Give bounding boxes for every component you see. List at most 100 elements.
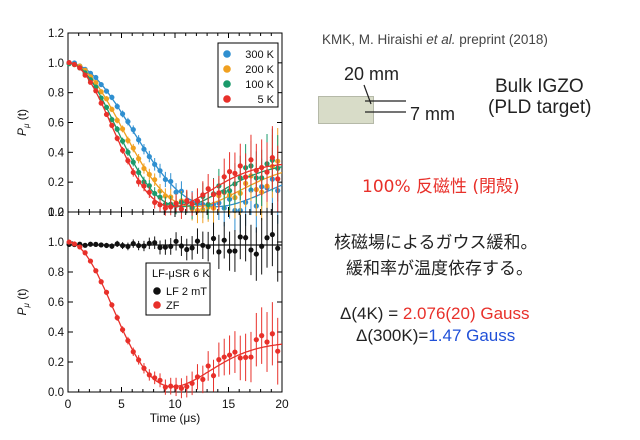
- data-point: [114, 126, 120, 132]
- sample-name: Bulk IGZO: [495, 76, 584, 97]
- data-point: [264, 339, 270, 345]
- top-legend: 300 K 200 K 100 K 5 K: [217, 42, 279, 108]
- data-point: [103, 96, 110, 102]
- data-point: [130, 349, 136, 355]
- sample-target: (PLD target): [488, 97, 592, 118]
- y-tick-label: 1.0: [48, 237, 64, 249]
- data-point: [93, 88, 99, 94]
- data-point: [243, 354, 249, 360]
- data-point: [248, 157, 254, 163]
- data-point: [269, 154, 275, 161]
- data-point: [136, 242, 142, 249]
- diamagnetism-label: 100% 反磁性 (閉殻): [362, 177, 520, 197]
- data-point: [82, 242, 88, 248]
- data-point: [130, 159, 136, 165]
- data-point: [152, 240, 158, 246]
- data-point: [253, 251, 259, 257]
- data-point: [71, 241, 78, 247]
- data-point: [184, 197, 190, 204]
- data-point: [157, 194, 163, 200]
- data-point: [259, 243, 265, 249]
- data-point: [82, 250, 88, 256]
- y-tick-label: 0.6: [48, 297, 64, 309]
- data-point: [93, 79, 99, 86]
- data-point: [264, 235, 270, 241]
- y-tick-label: 0.6: [48, 118, 64, 130]
- data-point: [152, 375, 158, 381]
- y-tick-label: 0.0: [48, 207, 64, 219]
- data-point: [210, 373, 217, 379]
- data-point: [162, 384, 168, 390]
- data-point: [216, 249, 222, 255]
- legend-label: LF 2 mT: [166, 286, 207, 298]
- data-point: [157, 202, 163, 208]
- data-point: [136, 357, 142, 363]
- data-point: [141, 146, 147, 152]
- data-point: [152, 161, 158, 167]
- x-tick-label: 0: [65, 397, 72, 411]
- data-point: [168, 178, 174, 185]
- data-point: [232, 349, 238, 355]
- description-line-2: 緩和率が温度依存する。: [346, 259, 533, 279]
- data-point: [98, 81, 104, 88]
- data-point: [216, 190, 222, 196]
- data-point: [253, 337, 259, 343]
- data-point: [168, 204, 174, 210]
- y-tick-label: 1.2: [48, 28, 64, 40]
- data-point: [200, 242, 206, 248]
- data-point: [173, 200, 179, 207]
- data-point: [146, 171, 152, 178]
- data-point: [66, 59, 72, 66]
- data-point: [248, 247, 254, 253]
- y-axis-label-rest: (t): [15, 109, 29, 124]
- sample-photo: [318, 96, 374, 124]
- legend-label: 100 K: [245, 79, 274, 91]
- data-point: [157, 244, 163, 251]
- legend-label: ZF: [166, 300, 180, 312]
- legend-title: LF-μSR 6 K: [152, 268, 210, 280]
- data-point: [237, 163, 243, 169]
- legend-marker: [223, 95, 231, 103]
- data-point: [119, 242, 126, 249]
- data-point: [109, 122, 115, 128]
- data-point: [119, 327, 126, 333]
- data-point: [173, 238, 179, 244]
- y-axis-label-sub: μ: [22, 303, 31, 309]
- data-point: [125, 137, 131, 144]
- data-point: [130, 169, 136, 176]
- data-point: [168, 383, 174, 389]
- data-point: [237, 234, 243, 240]
- y-tick-label: 0.8: [48, 267, 64, 279]
- citation: KMK, M. Hiraishi et al. preprint (2018): [322, 32, 548, 47]
- data-point: [125, 149, 131, 155]
- data-point: [232, 248, 238, 254]
- legend-marker: [153, 287, 161, 295]
- data-point: [98, 279, 104, 285]
- data-point: [221, 174, 227, 180]
- data-point: [221, 237, 227, 243]
- data-point: [152, 199, 158, 205]
- data-point: [136, 137, 142, 143]
- data-point: [259, 333, 265, 339]
- data-point: [82, 72, 88, 78]
- x-axis-label: Time (μs): [150, 411, 200, 425]
- data-point: [125, 119, 131, 125]
- data-point: [119, 138, 126, 144]
- data-point: [226, 169, 233, 175]
- legend-marker: [223, 80, 231, 88]
- data-point: [141, 183, 147, 189]
- legend-label: 300 K: [245, 49, 274, 61]
- data-point: [173, 189, 179, 195]
- data-point: [157, 168, 163, 174]
- data-point: [119, 126, 126, 132]
- data-point: [269, 331, 275, 337]
- data-point: [162, 176, 168, 183]
- data-point: [136, 169, 142, 175]
- data-point: [109, 94, 115, 100]
- data-point: [253, 167, 259, 173]
- x-tick-label: 5: [118, 397, 125, 411]
- data-point: [162, 205, 168, 211]
- legend-marker: [153, 301, 161, 309]
- legend-label: 200 K: [245, 64, 274, 76]
